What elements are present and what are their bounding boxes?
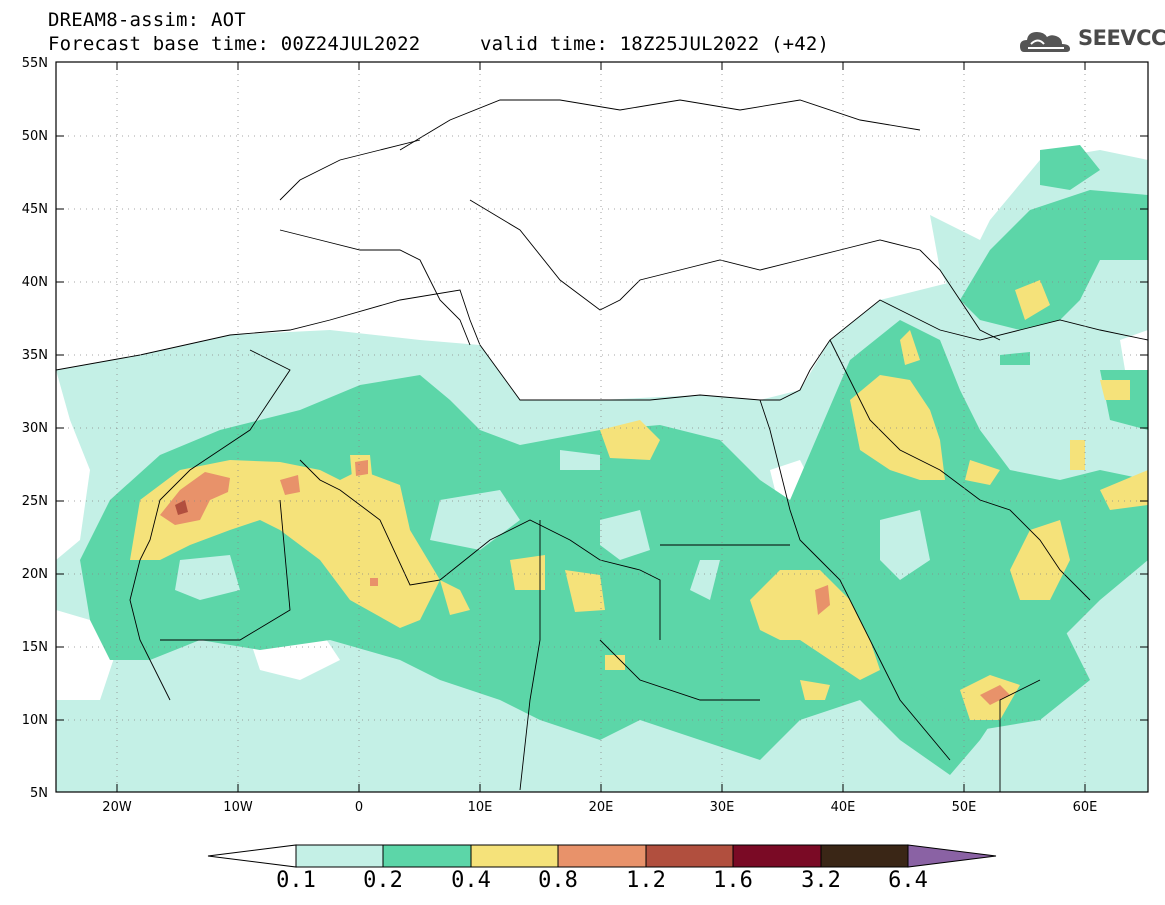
valid-time: valid time: 18Z25JUL2022 (+42) bbox=[480, 33, 830, 55]
boundaries bbox=[56, 99, 1148, 792]
lat-tick-label: 45N bbox=[22, 202, 48, 217]
colorbar-segment bbox=[557, 844, 647, 868]
lat-tick-label: 35N bbox=[22, 348, 48, 363]
axis-ticks bbox=[56, 61, 1148, 793]
lon-tick-label: 20W bbox=[102, 800, 132, 815]
lon-tick-label: 10W bbox=[223, 800, 253, 815]
lon-tick-labels: 20W 10W 0 10E 20E 30E 40E 50E 60E bbox=[102, 800, 1097, 815]
forecast-base-time: Forecast base time: 00Z24JUL2022 bbox=[48, 33, 421, 55]
lon-tick-label: 20E bbox=[589, 800, 614, 815]
colorbar bbox=[207, 844, 997, 868]
logo-text: SEEVCCC bbox=[1078, 26, 1165, 50]
lat-tick-label: 50N bbox=[22, 129, 48, 144]
lat-tick-label: 30N bbox=[22, 421, 48, 436]
lon-tick-label: 0 bbox=[355, 800, 363, 815]
colorbar-label: 6.4 bbox=[888, 868, 928, 893]
lon-tick-label: 40E bbox=[831, 800, 856, 815]
lat-tick-label: 55N bbox=[22, 56, 48, 71]
colorbar-label: 0.8 bbox=[538, 868, 578, 893]
colorbar-label: 0.2 bbox=[363, 868, 403, 893]
colorbar-segment bbox=[907, 844, 997, 868]
aot-contours bbox=[56, 62, 1148, 792]
lat-tick-label: 5N bbox=[30, 786, 48, 801]
lat-tick-label: 10N bbox=[22, 713, 48, 728]
aot-band-1-2 bbox=[175, 500, 188, 515]
colorbar-segment bbox=[470, 844, 559, 868]
colorbar-label: 0.4 bbox=[451, 868, 491, 893]
lat-tick-label: 20N bbox=[22, 567, 48, 582]
colorbar-segment bbox=[732, 844, 822, 868]
lat-tick-label: 25N bbox=[22, 494, 48, 509]
lat-tick-label: 15N bbox=[22, 640, 48, 655]
colorbar-segment bbox=[645, 844, 734, 868]
colorbar-segment bbox=[820, 844, 909, 868]
colorbar-label: 0.1 bbox=[276, 868, 316, 893]
map-title: DREAM8-assim: AOT bbox=[48, 9, 246, 31]
lon-tick-label: 60E bbox=[1073, 800, 1098, 815]
colorbar-segment bbox=[207, 844, 297, 868]
colorbar-segment bbox=[295, 844, 384, 868]
aot-holes bbox=[175, 410, 1060, 600]
colorbar-label: 1.2 bbox=[626, 868, 666, 893]
colorbar-label: 1.6 bbox=[713, 868, 753, 893]
lon-tick-label: 30E bbox=[710, 800, 735, 815]
lat-tick-labels: 55N 50N 45N 40N 35N 30N 25N 20N 15N 10N … bbox=[22, 56, 48, 801]
lon-tick-label: 10E bbox=[468, 800, 493, 815]
colorbar-label: 3.2 bbox=[801, 868, 841, 893]
lon-tick-label: 50E bbox=[952, 800, 977, 815]
colorbar-segment bbox=[382, 844, 472, 868]
cloud-logo-icon bbox=[1020, 32, 1070, 52]
map-frame bbox=[55, 61, 1149, 793]
lat-lon-grid bbox=[56, 62, 1148, 792]
lat-tick-label: 40N bbox=[22, 275, 48, 290]
